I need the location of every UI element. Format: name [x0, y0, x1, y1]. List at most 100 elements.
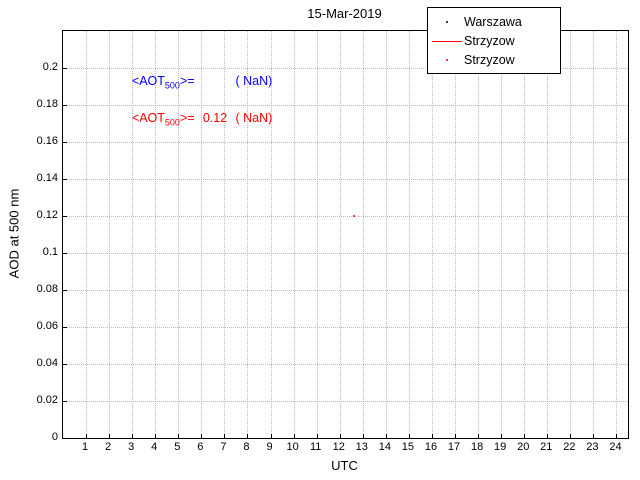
x-tick-mark	[524, 434, 526, 438]
x-tick-mark	[293, 434, 295, 438]
legend-line-icon	[430, 34, 464, 48]
x-tick-label: 5	[174, 441, 181, 453]
legend-label: Strzyzow	[464, 33, 515, 48]
legend-label: Strzyzow	[464, 52, 515, 67]
grid-line-vertical	[593, 31, 595, 438]
x-tick-mark	[501, 434, 503, 438]
x-tick-label: 20	[517, 441, 530, 453]
x-tick-mark	[547, 434, 549, 438]
legend-dot-icon	[430, 15, 464, 29]
x-tick-label: 6	[197, 441, 204, 453]
grid-line-vertical	[362, 31, 364, 438]
grid-line-vertical	[501, 31, 503, 438]
x-tick-label: 10	[286, 441, 299, 453]
x-axis-label: UTC	[331, 458, 358, 473]
mean-aot-annotation-warszawa: <AOT500>= ( NaN)	[118, 60, 272, 105]
x-tick-label: 11	[309, 441, 322, 453]
x-tick-mark	[431, 434, 433, 438]
grid-line-vertical	[316, 31, 318, 438]
dot-marker-icon	[446, 58, 448, 61]
grid-line-vertical	[385, 31, 387, 438]
y-tick-label: 0	[51, 431, 58, 443]
grid-line-vertical	[455, 31, 457, 438]
x-tick-label: 17	[447, 441, 461, 453]
grid-line-vertical	[616, 31, 618, 438]
legend-label: Warszawa	[464, 14, 522, 29]
x-tick-label: 19	[494, 441, 507, 453]
grid-line-vertical	[132, 31, 134, 438]
dot-marker-icon	[446, 20, 448, 23]
y-tick-mark	[63, 438, 67, 439]
y-tick-mark	[63, 216, 67, 217]
x-tick-mark	[316, 434, 318, 438]
grid-line-vertical	[247, 31, 249, 438]
x-tick-label: 9	[266, 441, 273, 453]
x-tick-label: 18	[470, 441, 484, 453]
y-tick-label: 0.16	[36, 135, 58, 147]
grid-line-vertical	[524, 31, 526, 438]
data-point-strzyzow	[352, 215, 355, 217]
x-tick-label: 22	[563, 441, 576, 453]
grid-line-vertical	[201, 31, 203, 438]
x-tick-label: 12	[332, 441, 345, 453]
y-tick-mark	[63, 253, 67, 254]
x-tick-mark	[593, 434, 595, 438]
grid-line-vertical	[408, 31, 410, 438]
y-tick-mark	[63, 68, 67, 69]
y-tick-label: 0.12	[36, 209, 58, 221]
x-tick-label: 15	[401, 441, 415, 453]
grid-line-horizontal	[63, 68, 628, 69]
y-tick-mark	[63, 179, 67, 180]
y-tick-label: 0.18	[36, 98, 58, 110]
grid-line-vertical	[178, 31, 180, 438]
x-tick-mark	[385, 434, 387, 438]
x-tick-mark	[455, 434, 457, 438]
grid-line-vertical	[339, 31, 341, 438]
plot-area	[62, 30, 629, 439]
grid-line-vertical	[570, 31, 572, 438]
x-tick-label: 2	[105, 441, 112, 453]
x-tick-mark	[132, 434, 134, 438]
legend-dot-icon	[430, 53, 464, 67]
x-tick-label: 23	[586, 441, 599, 453]
y-tick-mark	[63, 364, 67, 365]
y-tick-label: 0.08	[36, 283, 58, 295]
y-axis-label: AOD at 500 nm	[6, 188, 22, 279]
x-tick-mark	[616, 434, 618, 438]
x-tick-mark	[201, 434, 203, 438]
x-tick-label: 21	[540, 441, 553, 453]
x-tick-label: 13	[355, 441, 368, 453]
x-tick-mark	[109, 434, 111, 438]
x-tick-label: 14	[378, 441, 391, 453]
x-tick-mark	[224, 434, 226, 438]
grid-line-horizontal	[63, 364, 628, 365]
annotation-text: <AOT500>= ( NaN)	[131, 74, 273, 91]
grid-line-vertical	[547, 31, 549, 438]
grid-line-horizontal	[63, 290, 628, 291]
grid-line-horizontal	[63, 216, 628, 217]
x-tick-mark	[478, 434, 480, 438]
chart-title: 15-Mar-2019	[307, 6, 382, 21]
x-tick-label: 7	[220, 441, 227, 453]
y-tick-mark	[63, 327, 67, 328]
grid-line-vertical	[478, 31, 480, 438]
grid-line-vertical	[270, 31, 272, 438]
line-marker-icon	[432, 40, 462, 42]
x-tick-label: 16	[424, 441, 438, 453]
y-tick-mark	[63, 290, 67, 291]
legend-entry: Strzyzow	[430, 31, 558, 50]
x-tick-mark	[247, 434, 249, 438]
grid-line-horizontal	[63, 401, 628, 402]
grid-line-vertical	[224, 31, 226, 438]
x-tick-mark	[178, 434, 180, 438]
legend-entry: Warszawa	[430, 12, 558, 31]
y-tick-label: 0.1	[42, 246, 58, 258]
grid-line-horizontal	[63, 142, 628, 143]
x-tick-label: 1	[81, 441, 89, 453]
x-tick-mark	[408, 434, 410, 438]
grid-line-vertical	[155, 31, 157, 438]
y-tick-label: 0.14	[36, 172, 58, 184]
grid-line-vertical	[86, 31, 88, 438]
legend-entry: Strzyzow	[430, 50, 558, 69]
